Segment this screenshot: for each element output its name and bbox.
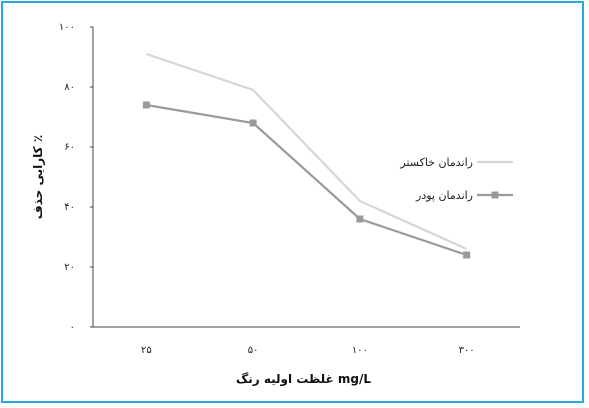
- y-tick-label: ۶۰: [64, 142, 75, 153]
- y-tick-label: ۸۰: [64, 82, 75, 93]
- x-tick-label: ۲۵: [141, 345, 152, 356]
- series-line-2: [146, 103, 467, 257]
- legend-label: راندمان پودر: [415, 189, 473, 202]
- series-point: [142, 101, 150, 109]
- x-tick-label: ۱۰۰: [352, 345, 368, 356]
- series-point: [249, 119, 257, 127]
- chart-frame: [1, 1, 584, 403]
- y-tick-label: ۱۰۰: [59, 22, 75, 33]
- legend-swatch-marker: [491, 191, 499, 199]
- tick-labels: ۰ ۲۰ ۴۰ ۶۰ ۸۰ ۱۰۰ ۲۵ ۵۰ ۱۰۰ ۳۰۰: [59, 22, 475, 356]
- x-tick-label: ۳۰۰: [459, 345, 475, 356]
- x-tick-label: ۵۰: [248, 345, 259, 356]
- series-point: [463, 251, 471, 259]
- y-tick-label: ۴۰: [64, 202, 75, 213]
- y-tick-label: ۲۰: [64, 262, 75, 273]
- series-layer: [142, 52, 471, 259]
- y-tick-label: ۰: [70, 322, 75, 333]
- legend: راندمان خاکستر راندمان پودر: [399, 156, 513, 202]
- axes: [90, 26, 520, 328]
- x-axis-title: غلظت اولیه رنگ mg/L: [236, 372, 371, 387]
- series-line-1: [146, 52, 468, 251]
- y-axis-title: کارایی حذف ٪: [31, 135, 45, 219]
- legend-label: راندمان خاکستر: [399, 156, 473, 169]
- series-point: [356, 215, 364, 223]
